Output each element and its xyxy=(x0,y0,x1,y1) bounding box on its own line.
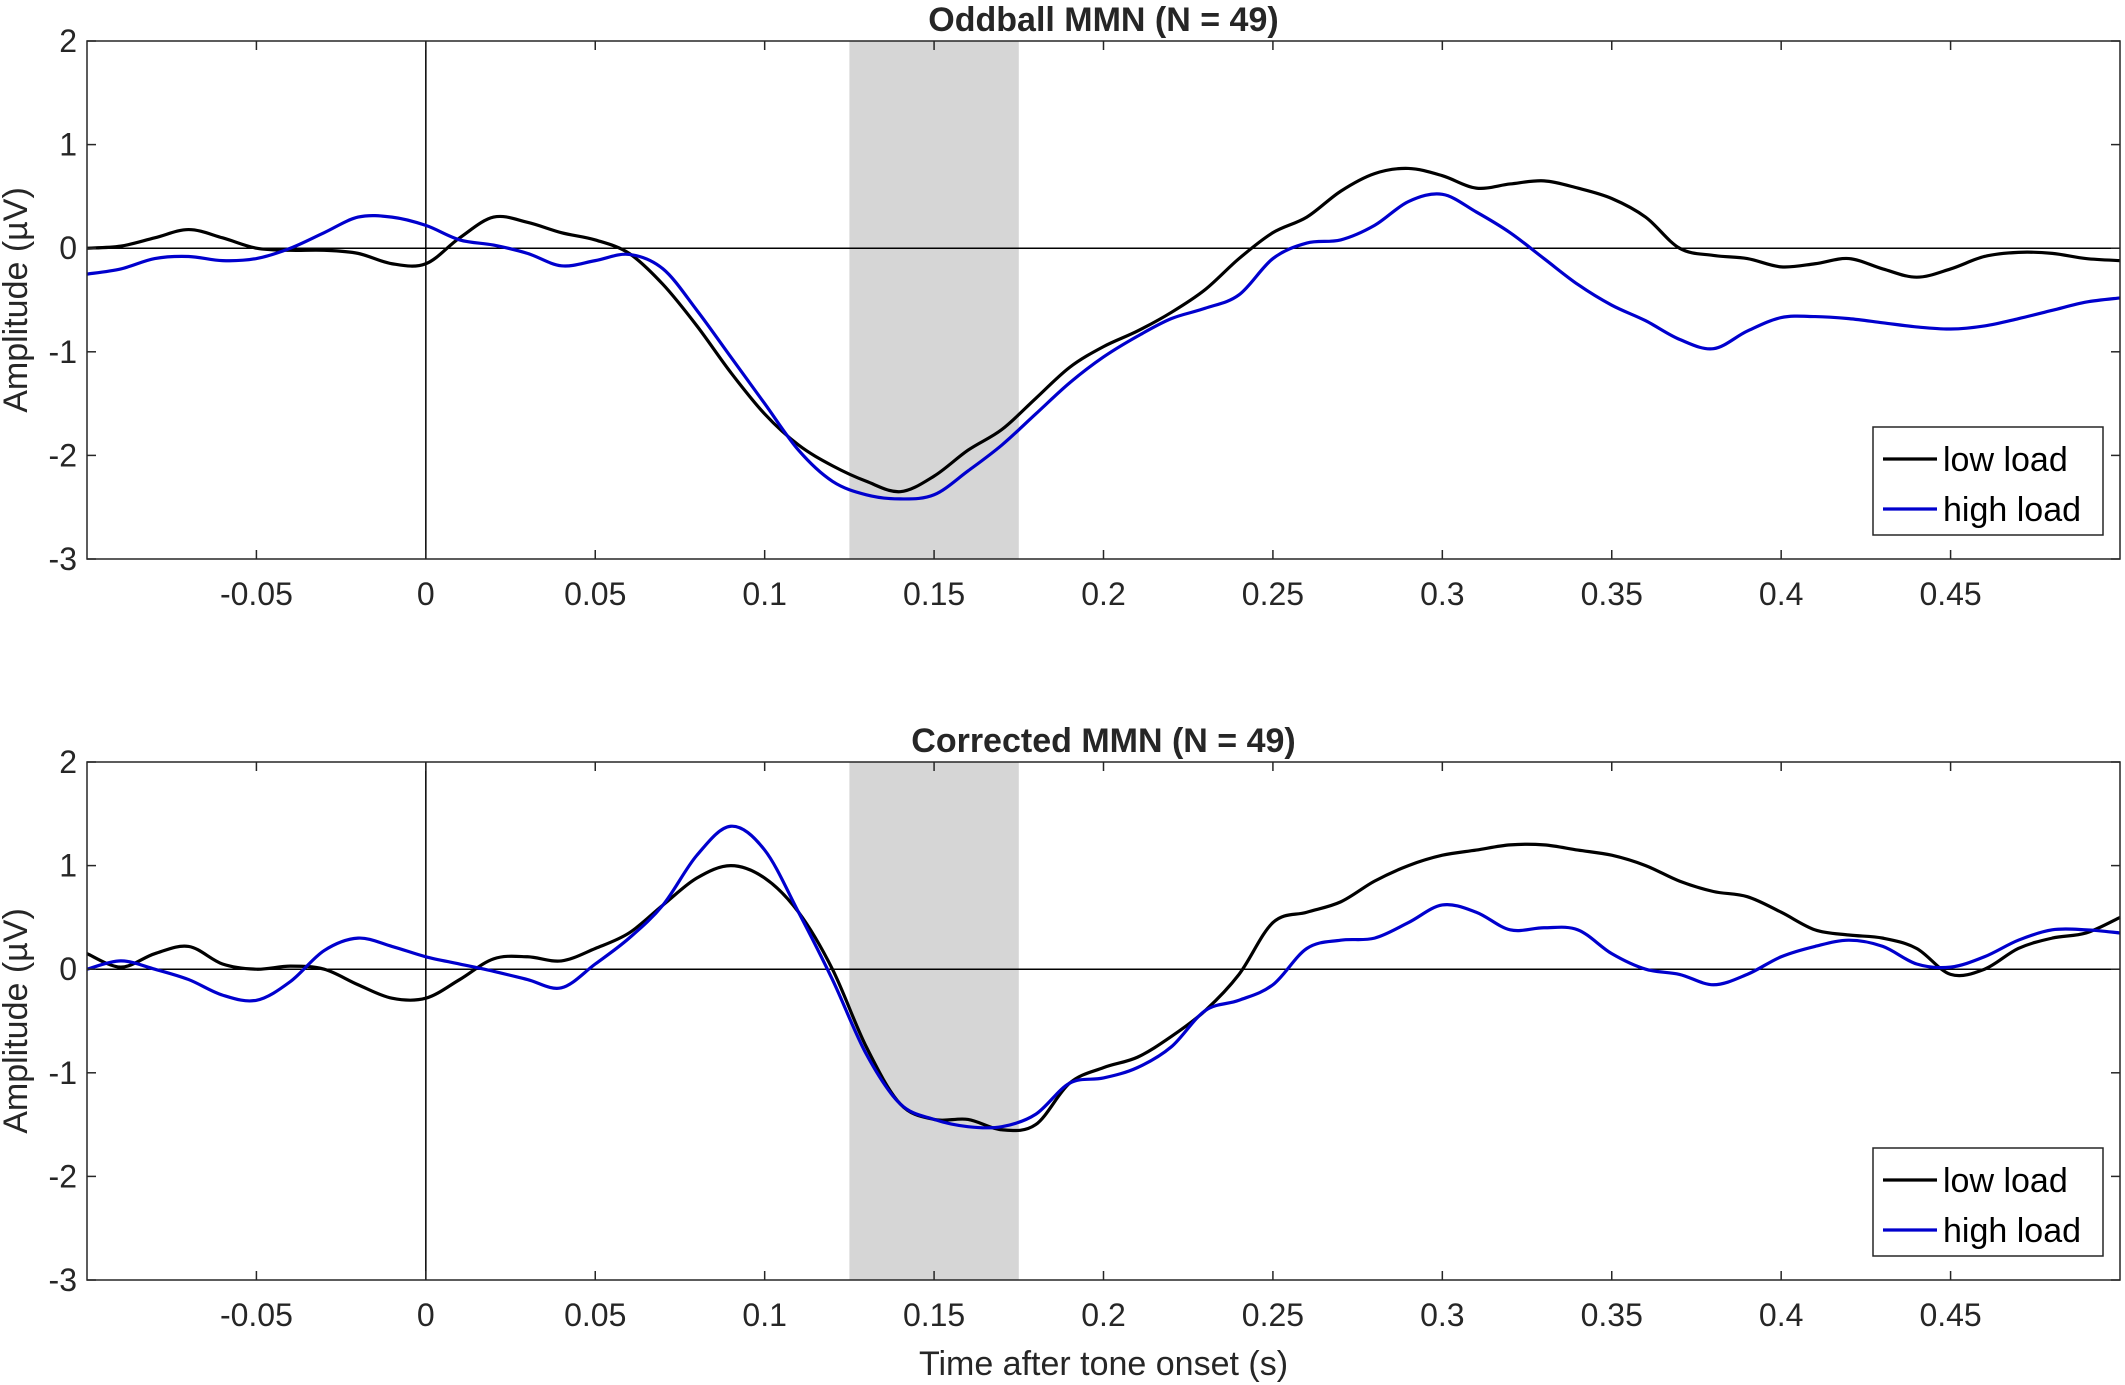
legend-label: low load xyxy=(1943,441,2068,479)
y-ticks: -3 -2 -1 0 1 2 xyxy=(49,744,2120,1298)
x-tick-label: 0.4 xyxy=(1759,576,1803,612)
x-tick-label: 0.15 xyxy=(903,1297,965,1333)
y-tick-label: -3 xyxy=(49,541,77,577)
x-tick-label: 0.3 xyxy=(1420,576,1464,612)
oddball-panel: -0.05 0 0.05 0.1 0.15 0.2 0.25 0.3 0.35 0.4 0.45 -… xyxy=(0,1,2121,612)
x-tick-label: 0.45 xyxy=(1919,1297,1981,1333)
y-axis-label: Amplitude (µV) xyxy=(0,187,35,413)
x-tick-label: 0.35 xyxy=(1581,1297,1643,1333)
series-line-high-load xyxy=(86,192,2121,501)
y-tick-label: 0 xyxy=(59,951,77,987)
x-tick-label: 0.35 xyxy=(1581,576,1643,612)
y-ticks: -3 -2 -1 0 1 2 xyxy=(49,23,2120,577)
x-tick-label: 0.1 xyxy=(742,576,786,612)
x-tick-label: 0.45 xyxy=(1919,576,1981,612)
legend: low load high load xyxy=(1872,426,2104,536)
x-tick-label: 0.1 xyxy=(742,1297,786,1333)
x-tick-label: 0.4 xyxy=(1759,1297,1803,1333)
y-tick-label: -2 xyxy=(49,437,77,473)
x-ticks: -0.05 0 0.05 0.1 0.15 0.2 0.25 0.3 0.35 0.4 0.45 xyxy=(220,41,1982,612)
y-tick-label: -3 xyxy=(49,1262,77,1298)
legend-box xyxy=(1872,1147,2104,1257)
x-tick-label: 0.2 xyxy=(1081,1297,1125,1333)
y-tick-label: 2 xyxy=(59,23,77,59)
x-ticks: -0.05 0 0.05 0.1 0.15 0.2 0.25 0.3 0.35 0.4 0.45 xyxy=(220,762,1982,1333)
y-tick-label: -1 xyxy=(49,334,77,370)
y-tick-label: -1 xyxy=(49,1055,77,1091)
x-tick-label: -0.05 xyxy=(220,1297,293,1333)
series-group xyxy=(86,824,2121,1133)
y-tick-label: -2 xyxy=(49,1158,77,1194)
panel-title: Oddball MMN (N = 49) xyxy=(928,1,1278,39)
corrected-panel: -0.05 0 0.05 0.1 0.15 0.2 0.25 0.3 0.35 0.4 0.45 -… xyxy=(0,722,2121,1333)
legend-label: low load xyxy=(1943,1162,2068,1200)
y-axis-label: Amplitude (µV) xyxy=(0,908,35,1134)
legend-label: high load xyxy=(1943,1212,2081,1250)
x-tick-label: 0 xyxy=(417,576,435,612)
series-line-high-load xyxy=(86,824,2121,1130)
x-tick-label: 0.2 xyxy=(1081,576,1125,612)
x-tick-label: 0.15 xyxy=(903,576,965,612)
series-line-low-load xyxy=(86,842,2121,1133)
x-tick-label: 0 xyxy=(417,1297,435,1333)
axes-box xyxy=(86,761,2121,1281)
legend-box xyxy=(1872,426,2104,536)
shaded-window xyxy=(849,41,1019,559)
y-tick-label: 1 xyxy=(59,848,77,884)
axes-box xyxy=(86,40,2121,560)
x-tick-label: 0.05 xyxy=(564,1297,626,1333)
legend-label: high load xyxy=(1943,491,2081,529)
x-tick-label: 0.05 xyxy=(564,576,626,612)
x-tick-label: 0.25 xyxy=(1242,576,1304,612)
x-tick-label: 0.25 xyxy=(1242,1297,1304,1333)
panel-title: Corrected MMN (N = 49) xyxy=(911,722,1295,760)
series-line-low-load xyxy=(86,166,2121,494)
x-tick-label: 0.3 xyxy=(1420,1297,1464,1333)
y-tick-label: 0 xyxy=(59,230,77,266)
y-tick-label: 2 xyxy=(59,744,77,780)
series-group xyxy=(86,166,2121,501)
y-tick-label: 1 xyxy=(59,127,77,163)
shaded-window xyxy=(849,762,1019,1280)
legend: low load high load xyxy=(1872,1147,2104,1257)
x-axis-label: Time after tone onset (s) xyxy=(919,1345,1288,1383)
x-tick-label: -0.05 xyxy=(220,576,293,612)
